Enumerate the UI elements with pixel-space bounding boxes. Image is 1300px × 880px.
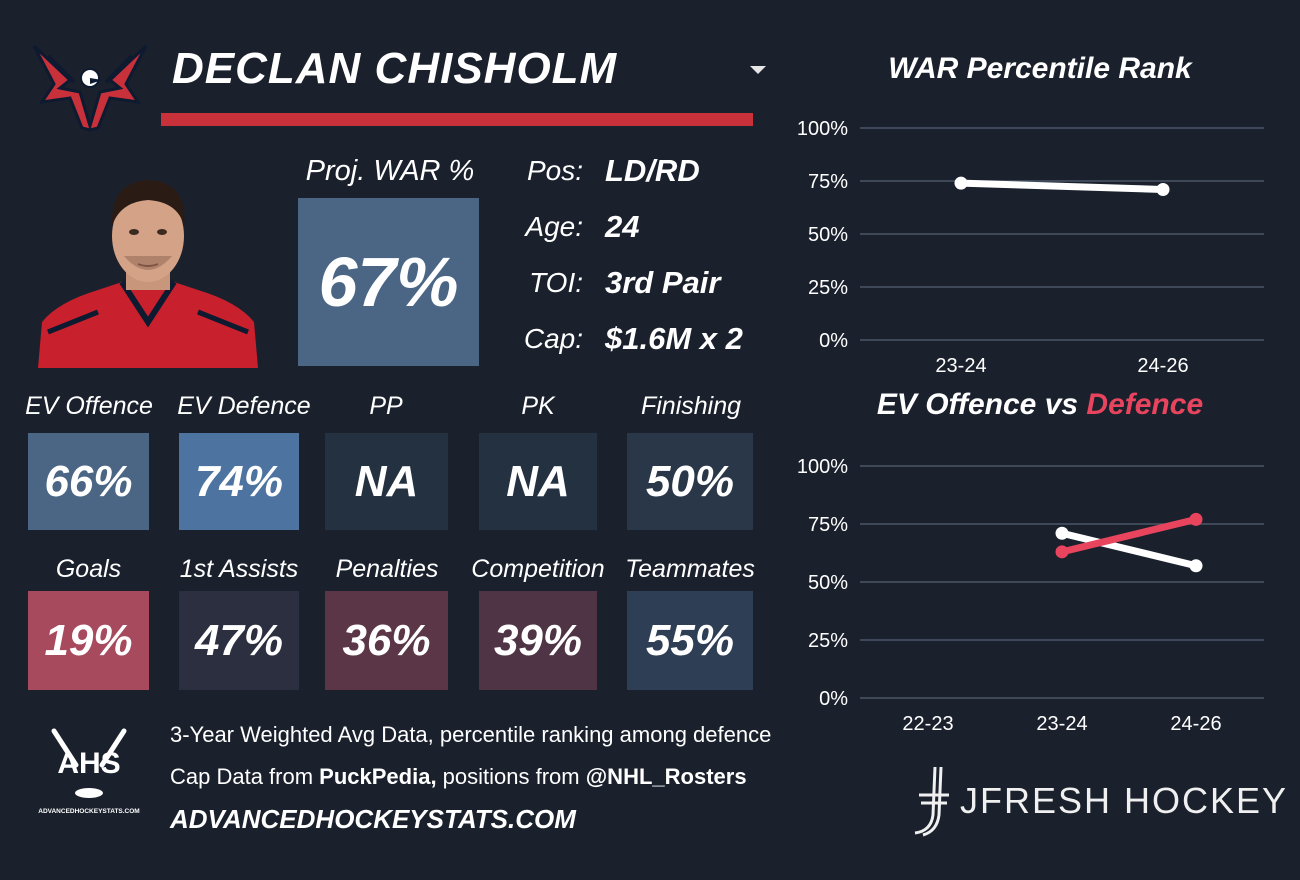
footer-line1: 3-Year Weighted Avg Data, percentile ran…: [170, 722, 772, 747]
stat-value-pk: NA: [479, 433, 597, 530]
nhl-rosters-link[interactable]: @NHL_Rosters: [585, 764, 747, 789]
stat-value-penalties: 36%: [325, 591, 448, 690]
chart1-xtick-label: 24-26: [1137, 355, 1188, 377]
stat-label-penalties: Penalties: [335, 555, 439, 583]
chart1-xtick-label: 23-24: [935, 355, 986, 377]
chart1-ytick-label: 50%: [808, 224, 848, 246]
chart2-title: EV Offence vs Defence: [830, 388, 1250, 422]
stat-value-ev-defence: 74%: [179, 433, 299, 530]
stat-label-ev-offence: EV Offence: [25, 392, 153, 420]
stat-label-goals: Goals: [55, 555, 122, 583]
chart2-xtick-label: 23-24: [1036, 713, 1087, 735]
stat-label-pk: PK: [521, 392, 555, 420]
ahs-logo-text: AHS: [57, 747, 120, 780]
stat-label-1st-assists: 1st Assists: [179, 555, 299, 583]
chart2-plot: 100% 75% 50% 25% 0% 22-23 23-24 24-26: [797, 456, 1264, 735]
proj-war-value: 67%: [298, 198, 479, 366]
footer-line2-mid: positions from: [436, 764, 586, 789]
chart2-title-part2: Defence: [1086, 388, 1204, 421]
chevron-down-icon[interactable]: [750, 66, 766, 74]
chart1-ytick-label: 100%: [797, 118, 848, 140]
chart2-ytick-label: 100%: [797, 456, 848, 478]
chart2-ytick-label: 50%: [808, 572, 848, 594]
chart1-ytick-label: 75%: [808, 171, 848, 193]
chart2-xtick-label: 24-26: [1170, 713, 1221, 735]
chart2-series-1-point: [1055, 545, 1069, 559]
chart2-series-0-point: [1189, 559, 1203, 573]
ahs-logo-subtext: ADVANCEDHOCKEYSTATS.COM: [38, 808, 139, 815]
chart1-ytick-label: 0%: [819, 330, 848, 352]
stat-value-teammates: 55%: [627, 591, 753, 690]
stat-value-1st-assists: 47%: [179, 591, 299, 690]
stat-label-teammates: Teammates: [625, 555, 755, 583]
puckpedia-link[interactable]: PuckPedia,: [319, 764, 437, 789]
footer-url[interactable]: ADVANCEDHOCKEYSTATS.COM: [170, 804, 576, 834]
stat-value-pp: NA: [325, 433, 448, 530]
chart2-ytick-label: 75%: [808, 514, 848, 536]
stat-value-competition: 39%: [479, 591, 597, 690]
jfresh-logo-icon: [914, 766, 949, 837]
chart2-title-part1: EV Offence vs: [876, 388, 1087, 421]
stat-value-goals: 19%: [28, 591, 149, 690]
chart1-plot: 100% 75% 50% 25% 0% 23-24 24-26: [797, 118, 1264, 377]
chart1-series-0-line: [957, 179, 1167, 193]
cap-label: Cap:: [523, 323, 583, 354]
chart2-ytick-label: 25%: [808, 630, 848, 652]
stat-label-competition: Competition: [471, 555, 605, 583]
player-headshot: [38, 180, 258, 368]
chart1-ytick-label: 25%: [808, 277, 848, 299]
pos-label: Pos:: [526, 155, 583, 186]
stat-label-finishing: Finishing: [640, 392, 742, 420]
footer-line2-prefix: Cap Data from: [170, 764, 320, 789]
team-logo-icon: [32, 44, 148, 132]
chart2-ytick-label: 0%: [819, 688, 848, 710]
chart1-series-0-point: [1156, 182, 1170, 196]
proj-war-label: Proj. WAR %: [305, 155, 475, 187]
toi-label: TOI:: [529, 267, 583, 298]
stat-value-ev-offence: 66%: [28, 433, 149, 530]
chart2-series-1-line: [1058, 515, 1200, 556]
stat-value-finishing: 50%: [627, 433, 753, 530]
toi-value: 3rd Pair: [605, 265, 721, 300]
age-value: 24: [605, 209, 640, 244]
chart1-title: WAR Percentile Rank: [888, 52, 1192, 85]
ahs-logo-icon: AHS ADVANCEDHOCKEYSTATS.COM: [38, 728, 140, 815]
stat-label-pp: PP: [369, 392, 403, 420]
name-underline: [161, 113, 753, 126]
chart2-xtick-label: 22-23: [902, 713, 953, 735]
footer-line2: Cap Data from PuckPedia, positions from …: [170, 764, 747, 790]
player-name: DECLAN CHISHOLM: [172, 44, 618, 93]
stat-label-ev-defence: EV Defence: [177, 392, 311, 420]
chart2-series-1-point: [1189, 512, 1203, 526]
chart2-series-0-line: [1058, 529, 1200, 570]
chart1-series-0-point: [954, 176, 968, 190]
cap-value: $1.6M x 2: [605, 321, 743, 356]
pos-value: LD/RD: [605, 153, 700, 188]
jfresh-brand: JFRESH HOCKEY: [960, 780, 1289, 821]
age-label: Age:: [525, 211, 583, 242]
chart2-series-0-point: [1055, 526, 1069, 540]
